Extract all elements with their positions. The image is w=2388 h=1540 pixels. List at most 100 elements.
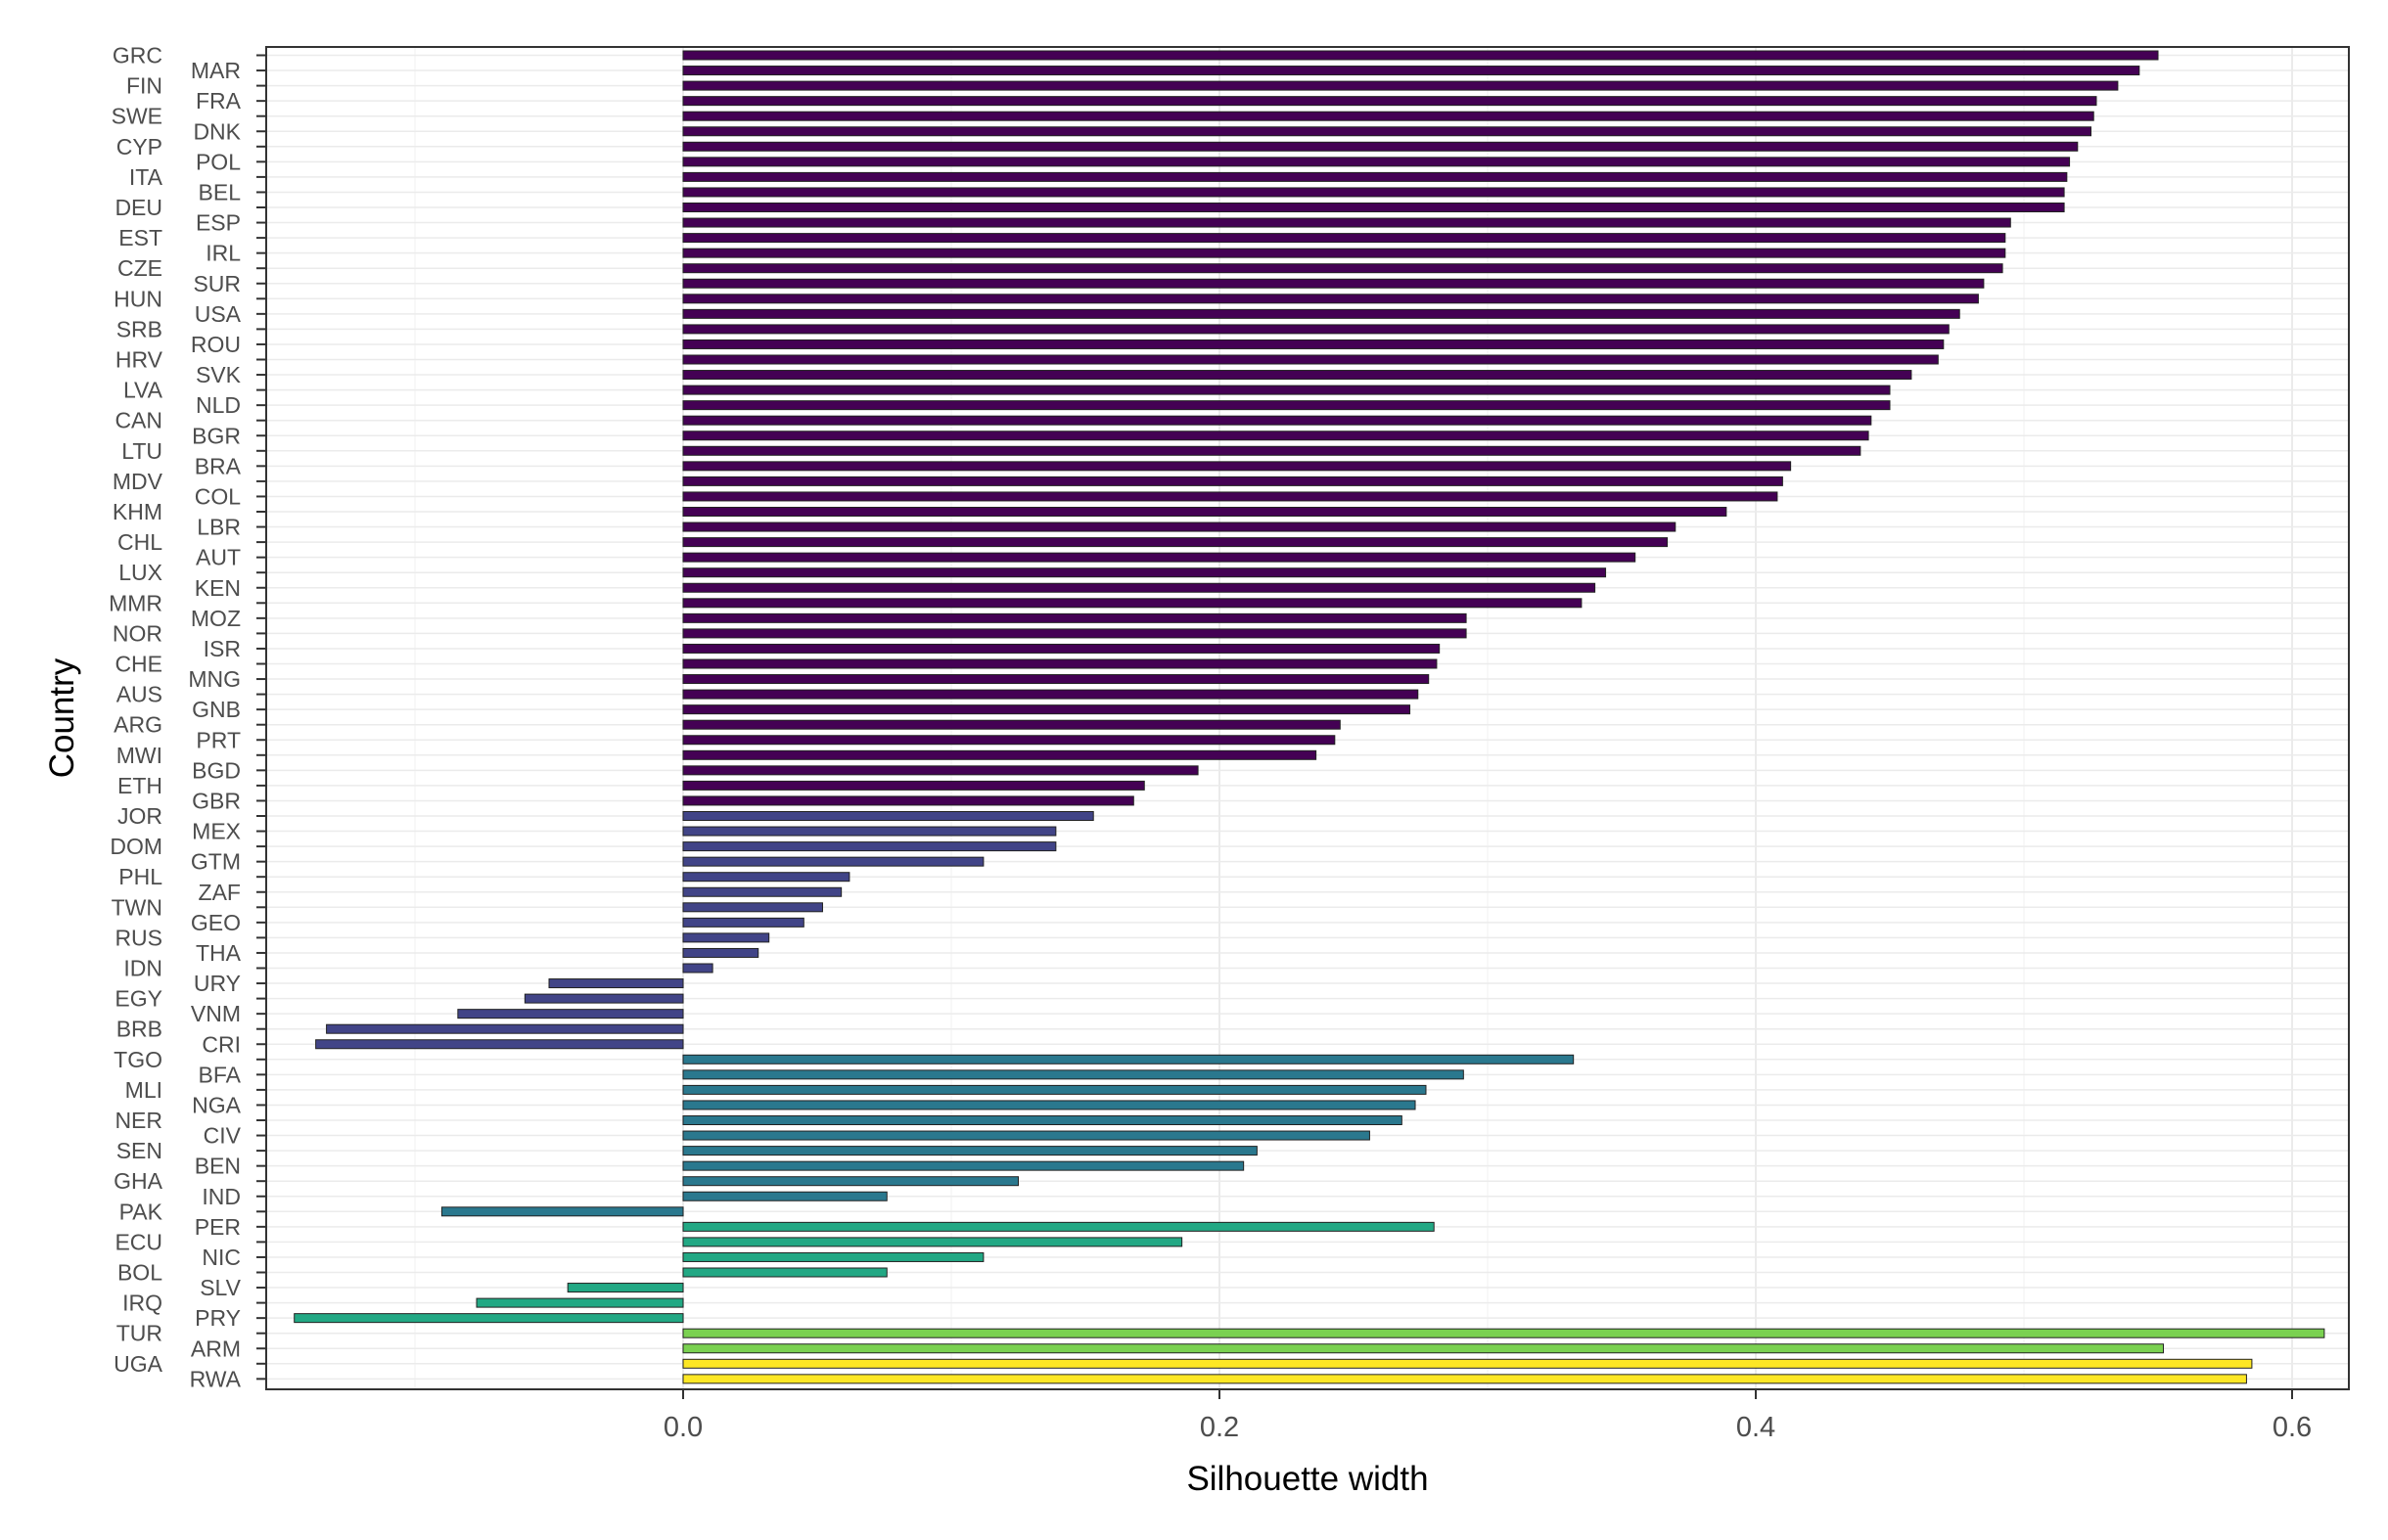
y-tick-label: AUS <box>116 682 162 707</box>
y-axis-title: Country <box>43 657 81 778</box>
y-tick-label: COL <box>195 483 242 509</box>
bar-idn <box>682 963 713 974</box>
bar-bol <box>682 1267 888 1278</box>
y-tick-label: VNM <box>191 1001 241 1026</box>
y-tick-label: GTM <box>191 849 241 875</box>
bar-bfa <box>682 1069 1464 1080</box>
bar-rwa <box>682 1374 2247 1384</box>
y-tick-label: HUN <box>114 286 162 311</box>
bar-geo <box>682 917 804 928</box>
bar-isr <box>682 643 1441 654</box>
bar-cze <box>682 263 2003 274</box>
bar-col <box>682 491 1778 502</box>
y-tick-label: UGA <box>114 1351 163 1377</box>
bar-bgd <box>682 765 1199 776</box>
y-tick-label: DEU <box>115 195 162 220</box>
y-tick-label: MOZ <box>191 606 241 631</box>
bar-pry <box>294 1313 684 1324</box>
y-tick-label: JOR <box>117 803 162 829</box>
y-tick-label: NOR <box>113 620 162 646</box>
bar-can <box>682 415 1872 426</box>
y-tick-label: MMR <box>109 590 162 615</box>
y-tick-label: GRC <box>113 43 162 68</box>
y-tick-label: CHE <box>115 652 162 677</box>
bar-grc <box>682 50 2159 61</box>
y-tick-label: TWN <box>112 894 162 920</box>
y-tick-label: LBR <box>197 515 241 540</box>
bar-arg <box>682 719 1341 730</box>
y-tick-label: KHM <box>113 499 162 524</box>
y-tick-label: SLV <box>200 1275 241 1300</box>
bar-ecu <box>682 1237 1183 1247</box>
y-tick-label: RWA <box>190 1366 242 1391</box>
y-tick-label: IND <box>202 1184 241 1209</box>
bar-usa <box>682 308 1960 319</box>
bar-bgr <box>682 430 1869 441</box>
bar-aut <box>682 552 1636 563</box>
bar-uga <box>682 1358 2253 1369</box>
y-tick-label: DNK <box>193 118 241 144</box>
y-tick-label: MDV <box>113 469 163 494</box>
bar-mar <box>682 66 2140 76</box>
y-tick-label: CZE <box>117 255 162 281</box>
x-tick-label: 0.2 <box>1200 1412 1239 1443</box>
y-tick-label: GEO <box>191 910 241 935</box>
bar-per <box>682 1221 1435 1232</box>
bar-brb <box>326 1023 684 1034</box>
bar-nga <box>682 1100 1416 1110</box>
bar-nld <box>682 400 1891 411</box>
y-tick-label: KEN <box>195 575 241 601</box>
bar-svk <box>682 370 1912 381</box>
bar-chl <box>682 537 1669 548</box>
bar-arm <box>682 1343 2164 1354</box>
bar-gtm <box>682 856 985 867</box>
y-tick-label: IDN <box>123 956 162 981</box>
y-tick-label: SVK <box>196 362 242 387</box>
y-tick-label: NIC <box>202 1245 241 1270</box>
y-tick-label: THA <box>196 940 242 966</box>
bar-dnk <box>682 126 2091 137</box>
y-tick-label: LUX <box>118 560 162 585</box>
bar-egy <box>524 993 684 1004</box>
bar-fin <box>682 80 2119 91</box>
x-tick-label: 0.4 <box>1736 1412 1775 1443</box>
y-tick-label: ETH <box>117 773 162 798</box>
bar-sur <box>682 278 1985 289</box>
y-tick-label: SUR <box>193 271 241 296</box>
bar-ind <box>682 1191 888 1201</box>
y-tick-label: ROU <box>191 332 241 357</box>
bar-mmr <box>682 598 1583 609</box>
bar-mex <box>682 826 1057 837</box>
y-tick-label: FRA <box>196 88 242 113</box>
bar-esp <box>682 217 2011 228</box>
bar-phl <box>682 872 850 883</box>
bar-tha <box>682 947 759 958</box>
bar-twn <box>682 902 823 913</box>
y-tick-label: BGR <box>192 423 241 448</box>
y-tick-label: BEL <box>199 179 242 204</box>
bar-hrv <box>682 354 1939 365</box>
y-tick-label: POL <box>196 149 241 174</box>
y-axis-tick-labels: GRC MAR FIN FRA SWE DNK CYP POL ITA BEL DEU ESP EST I… <box>109 43 242 1392</box>
bar-pol <box>682 157 2071 167</box>
bar-mwi <box>682 749 1317 760</box>
bar-tgo <box>682 1054 1575 1064</box>
bar-civ <box>682 1130 1370 1141</box>
y-tick-label: PAK <box>119 1199 163 1224</box>
y-tick-label: CAN <box>115 408 162 433</box>
bar-lbr <box>682 521 1676 532</box>
bar-jor <box>682 811 1094 821</box>
y-axis-ticks <box>256 54 266 1381</box>
y-tick-label: BOL <box>117 1260 162 1286</box>
y-tick-label: ZAF <box>199 880 241 905</box>
y-tick-label: MNG <box>188 666 241 692</box>
y-tick-label: SRB <box>116 316 162 341</box>
y-tick-label: BGD <box>192 757 241 783</box>
x-tick-label: 0.0 <box>664 1412 703 1443</box>
bar-rou <box>682 339 1945 349</box>
y-tick-label: ISR <box>204 636 241 661</box>
bar-vnm <box>457 1009 684 1019</box>
y-tick-label: MWI <box>116 743 162 768</box>
bar-tur <box>682 1328 2325 1338</box>
